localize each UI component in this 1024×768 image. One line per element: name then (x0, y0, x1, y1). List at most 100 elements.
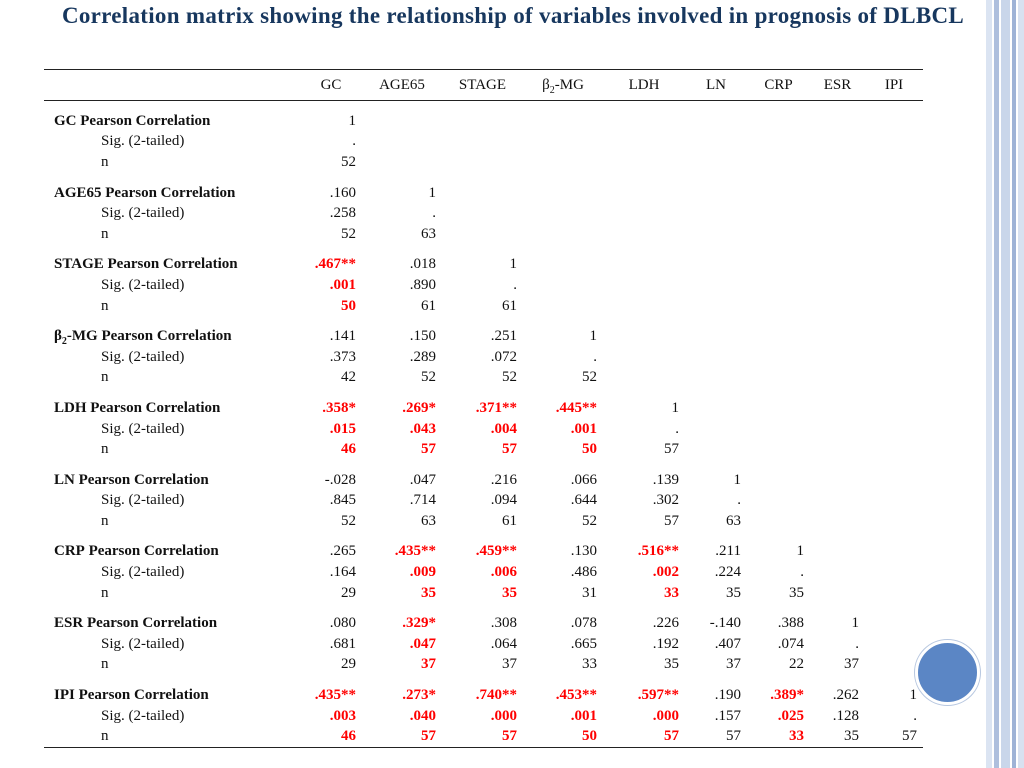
cell-r: 1 (589, 328, 598, 345)
cell-n: 57 (421, 441, 436, 458)
cell-r: .190 (714, 687, 741, 704)
cell-n: 52 (341, 225, 356, 242)
cell-r: 1 (733, 471, 742, 488)
spacer-cell (44, 603, 923, 613)
cell-n: 57 (362, 726, 442, 749)
cell-p: . (513, 276, 517, 293)
cell-n: 33 (664, 584, 679, 601)
cell-p: .006 (490, 564, 517, 581)
table-row: n 42 52 52 52 (44, 368, 923, 389)
column-header-4: LDH (603, 69, 685, 101)
table-cell (685, 255, 747, 276)
cell-p: . (675, 420, 679, 437)
table-cell (865, 439, 923, 460)
decorative-circle (915, 640, 980, 705)
table-cell (603, 275, 685, 296)
cell-n: 29 (341, 656, 356, 673)
cell-r: .066 (570, 471, 597, 488)
table-cell (442, 132, 523, 153)
cell-n: 57 (442, 726, 523, 749)
row-label: GC Pearson Correlation (44, 111, 300, 132)
table-cell (442, 203, 523, 224)
table-cell (810, 583, 865, 604)
decorative-side-bars (986, 0, 1024, 768)
table-cell (865, 562, 923, 583)
cell-n: 29 (341, 584, 356, 601)
table-cell (523, 255, 603, 276)
spacer-cell (44, 388, 923, 398)
row-spacer (44, 388, 923, 398)
row-label: n (44, 439, 300, 460)
table-cell (747, 111, 810, 132)
column-header-0: GC (300, 69, 362, 101)
row-label: Sig. (2-tailed) (44, 634, 300, 655)
table-cell (747, 132, 810, 153)
cell-p: .714 (409, 492, 436, 509)
cell-n: 35 (421, 584, 436, 601)
cell-r: .226 (652, 615, 679, 632)
table-cell (865, 111, 923, 132)
stat-label: Pearson Correlation (105, 184, 236, 201)
table-row: Sig. (2-tailed) .845 .714 .094 .644 .302. (44, 491, 923, 512)
row-label: Sig. (2-tailed) (44, 275, 300, 296)
side-bar-4 (1012, 0, 1016, 768)
cell-n: 61 (502, 297, 517, 314)
cell-p: .289 (409, 348, 436, 365)
cell-p: .040 (409, 707, 436, 724)
cell-p: .074 (777, 635, 804, 652)
table-cell (747, 152, 810, 173)
cell-n: 42 (341, 369, 356, 386)
cell-n: 50 (523, 726, 603, 749)
column-header-8: IPI (865, 69, 923, 101)
table-cell (685, 203, 747, 224)
cell-r: .273* (402, 687, 436, 704)
table-cell (865, 275, 923, 296)
cell-p: .302 (652, 492, 679, 509)
column-header-subscript: 2 (549, 84, 555, 96)
column-header-2: STAGE (442, 69, 523, 101)
table-cell (865, 613, 923, 634)
table-cell (810, 275, 865, 296)
stat-label: n (101, 512, 109, 529)
table-row: Sig. (2-tailed) .015 .043 .004 .001. (44, 419, 923, 440)
cell-r: .740** (475, 687, 517, 704)
table-cell (685, 398, 747, 419)
table-cell (747, 203, 810, 224)
stat-label: n (101, 584, 109, 601)
row-spacer (44, 245, 923, 255)
cell-r: .358* (322, 399, 356, 416)
table-row: β2-MG Pearson Correlation .141 .150 .251 1 (44, 326, 923, 347)
cell-r: .080 (329, 615, 356, 632)
cell-n: 52 (341, 512, 356, 529)
row-spacer (44, 316, 923, 326)
column-header-text: AGE65 (379, 76, 425, 93)
cell-n: 52 (502, 369, 517, 386)
cell-p: .258 (329, 205, 356, 222)
row-label: Sig. (2-tailed) (44, 491, 300, 512)
cell-r: 1 (348, 112, 357, 129)
table-cell (523, 183, 603, 204)
table-cell (747, 470, 810, 491)
row-spacer (44, 101, 923, 112)
table-cell (810, 326, 865, 347)
cell-n: 61 (421, 297, 436, 314)
cell-n: 37 (726, 656, 741, 673)
table-cell (603, 368, 685, 389)
cell-n: 35 (810, 726, 865, 749)
cell-p: .003 (329, 707, 356, 724)
spacer-cell (44, 460, 923, 470)
table-cell (685, 326, 747, 347)
stat-label: Pearson Correlation (80, 112, 211, 129)
cell-p: . (593, 348, 597, 365)
cell-n: 61 (502, 512, 517, 529)
cell-r: .139 (652, 471, 679, 488)
cell-p: . (913, 707, 917, 724)
cell-p: .407 (714, 635, 741, 652)
cell-p: .094 (490, 492, 517, 509)
table-cell (685, 224, 747, 245)
table-row: GC Pearson Correlation 1 (44, 111, 923, 132)
cell-p: .000 (490, 707, 517, 724)
table-cell (442, 152, 523, 173)
row-label: Sig. (2-tailed) (44, 562, 300, 583)
cell-p: . (352, 133, 356, 150)
